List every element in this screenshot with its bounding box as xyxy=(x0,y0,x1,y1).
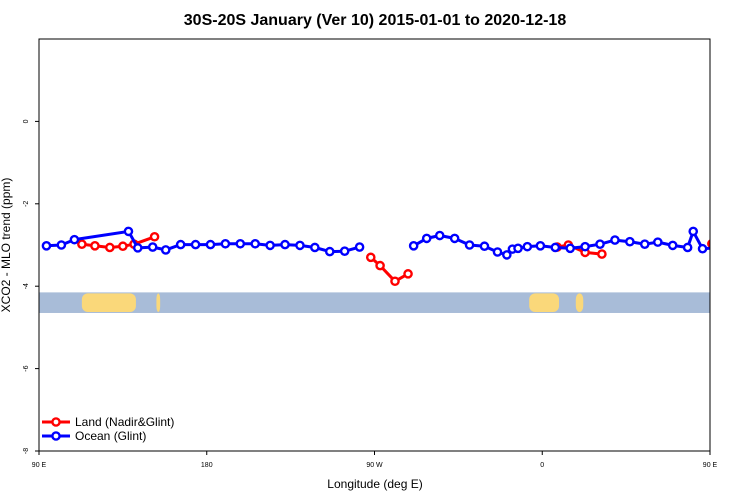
land-segment xyxy=(529,293,560,312)
ocean-data-point xyxy=(354,242,365,252)
ocean-data-point xyxy=(408,241,419,251)
ocean-data-point xyxy=(492,247,503,257)
x-axis-label: Longitude (deg E) xyxy=(327,477,422,491)
ocean-data-point xyxy=(339,246,350,256)
x-tick-label: 0 xyxy=(540,462,544,469)
land-data-point xyxy=(719,241,726,248)
ocean-data-point xyxy=(565,243,576,254)
ocean-data-point xyxy=(535,241,546,251)
ocean-data-point xyxy=(175,239,186,250)
ocean-data-point xyxy=(712,244,719,251)
ocean-data-point xyxy=(421,233,432,244)
land-data-point xyxy=(149,231,160,242)
y-axis-label: XCO2 - MLO trend (ppm) xyxy=(0,178,13,313)
ocean-data-point xyxy=(721,246,728,253)
ocean-data-point xyxy=(295,240,305,251)
x-axis: 90 E 180 90 W 0 90 E xyxy=(32,451,718,469)
legend-land-marker xyxy=(51,417,61,427)
ocean-data-point xyxy=(653,237,663,247)
land-data-point xyxy=(390,276,400,287)
land-data-point xyxy=(734,243,741,250)
land-data-point xyxy=(77,239,87,249)
x-tick-label: 90 W xyxy=(366,462,383,469)
ocean-data-point xyxy=(69,234,80,245)
legend: Land (Nadir&Glint)Ocean (Glint) xyxy=(42,415,174,443)
ocean-data-point xyxy=(205,239,216,250)
ocean-data-point xyxy=(235,238,246,249)
ocean-data-point xyxy=(522,241,533,252)
ocean-data-point xyxy=(682,242,693,253)
y-axis: 0 -2 -4 -6 -8 xyxy=(23,119,39,454)
x-tick-label: 90 E xyxy=(32,462,47,469)
land-data-point xyxy=(375,260,385,271)
ocean-data-point xyxy=(41,241,52,251)
ocean-data-point xyxy=(688,226,699,237)
y-tick-label: -8 xyxy=(23,448,30,454)
chart-title: 30S-20S January (Ver 10) 2015-01-01 to 2… xyxy=(184,12,567,29)
land-series-line xyxy=(369,256,409,283)
ocean-data-point xyxy=(580,241,590,252)
ocean-data-point xyxy=(639,239,650,249)
ocean-data-point xyxy=(324,246,335,257)
ocean-data-point xyxy=(513,243,523,254)
ocean-data-point xyxy=(160,245,171,255)
y-tick-label: 0 xyxy=(23,119,30,123)
ocean-data-point xyxy=(280,239,290,250)
ocean-data-point xyxy=(550,242,561,253)
ocean-data-point xyxy=(265,240,275,251)
ocean-data-point xyxy=(310,242,320,253)
legend-ocean-label: Ocean (Glint) xyxy=(75,429,146,443)
land-series-line xyxy=(712,237,750,247)
ocean-data-point xyxy=(667,240,678,251)
land-data-point xyxy=(707,239,710,249)
ocean-band xyxy=(39,292,710,313)
ocean-data-point xyxy=(746,245,750,252)
ocean-data-point xyxy=(625,236,635,247)
ocean-data-point xyxy=(732,242,739,249)
ocean-data-point xyxy=(449,233,460,244)
series-layer xyxy=(41,226,750,287)
ocean-data-point xyxy=(464,240,475,250)
y-tick-label: -6 xyxy=(23,365,30,371)
land-data-point xyxy=(365,252,376,263)
ocean-data-point xyxy=(132,243,143,253)
x-tick-label: 180 xyxy=(201,462,213,469)
y-tick-label: -2 xyxy=(23,201,30,207)
y-tick-label: -4 xyxy=(23,283,30,289)
ocean-data-point xyxy=(147,242,158,252)
land-data-point xyxy=(744,242,750,249)
land-data-point xyxy=(90,241,100,251)
ocean-data-point xyxy=(595,239,605,249)
land-segment xyxy=(712,293,750,312)
ocean-data-point xyxy=(479,241,490,252)
ocean-data-point xyxy=(502,250,512,260)
land-ocean-strip xyxy=(39,292,750,313)
land-data-point xyxy=(118,241,128,252)
ocean-data-point xyxy=(434,230,445,241)
ocean-data-point xyxy=(56,240,67,250)
land-segment xyxy=(81,293,136,312)
ocean-data-point xyxy=(190,239,201,250)
x-tick-label: 90 E xyxy=(703,462,718,469)
ocean-data-point xyxy=(697,243,708,254)
land-data-point xyxy=(105,242,115,253)
land-segment xyxy=(156,293,161,312)
ocean-data-point xyxy=(220,238,231,249)
land-segment xyxy=(575,293,584,312)
ocean-data-point xyxy=(250,238,261,249)
land-data-point xyxy=(403,269,413,279)
land-data-point xyxy=(597,249,607,259)
legend-ocean-marker xyxy=(51,431,61,441)
legend-land-label: Land (Nadir&Glint) xyxy=(75,415,174,429)
ocean-data-point xyxy=(610,235,620,245)
ocean-data-point xyxy=(123,226,134,237)
